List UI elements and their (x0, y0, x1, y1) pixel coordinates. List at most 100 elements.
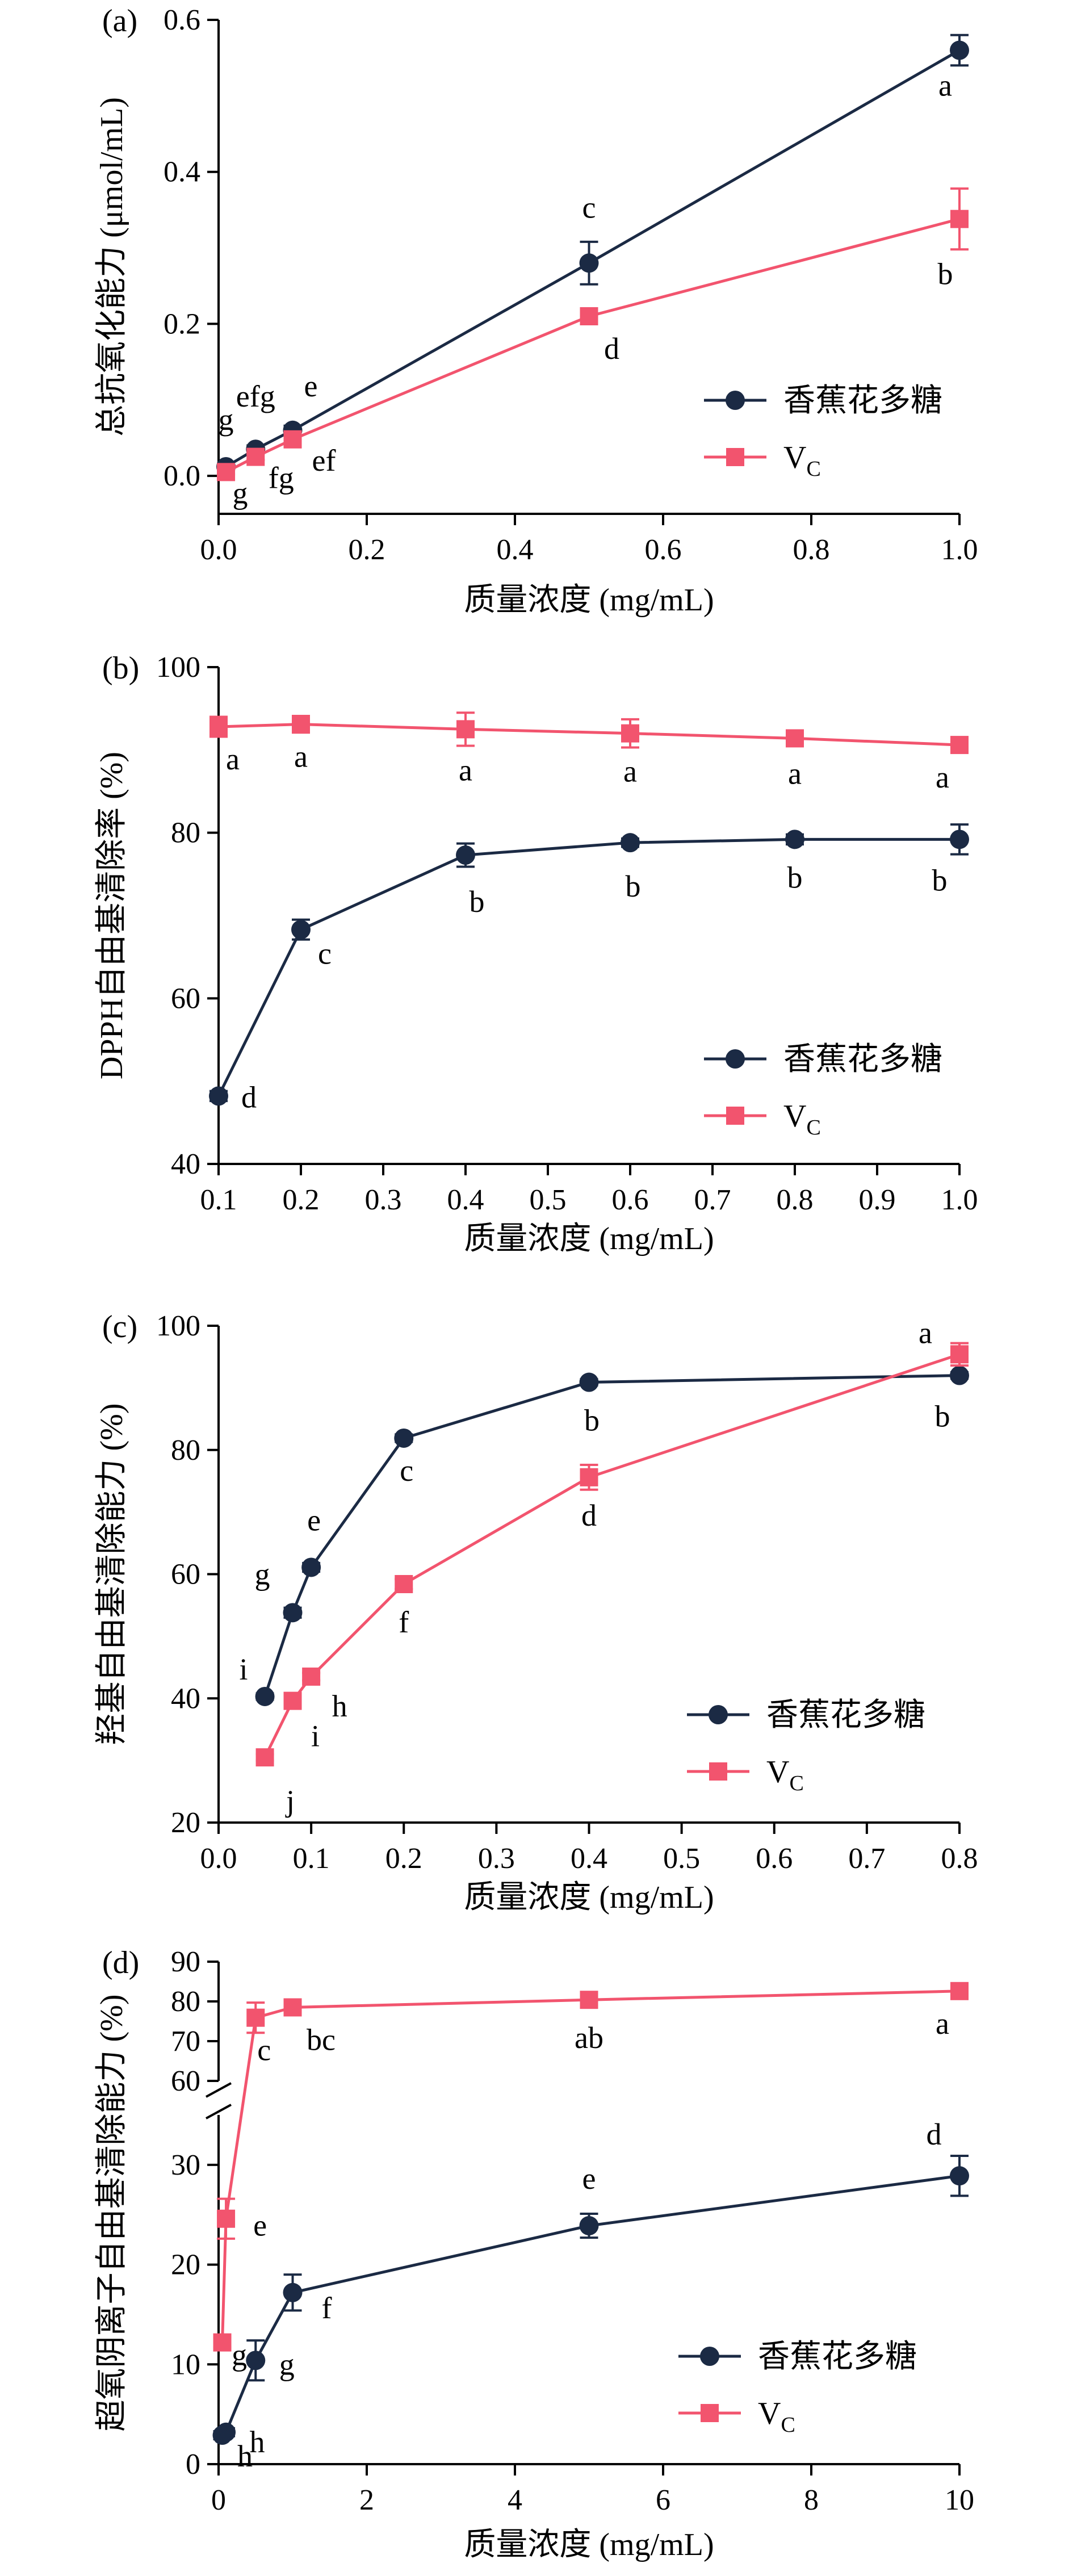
significance-letter: b (470, 885, 485, 919)
y-tick-label: 40 (171, 1148, 200, 1180)
significance-letter: a (788, 756, 802, 790)
legend-label: VC (758, 2396, 795, 2437)
legend-item: VC (687, 1754, 804, 1795)
panel-label: (b) (102, 651, 139, 686)
y-tick-label: 10 (171, 2348, 200, 2381)
y-tick-label: 80 (171, 817, 200, 849)
x-tick-label: 0.0 (200, 534, 237, 566)
legend-item: 香蕉花多糖 (704, 383, 942, 418)
y-axis-title: 总抗氧化能力 (μmol/mL) (94, 97, 129, 437)
significance-letter: fg (269, 461, 294, 495)
legend-item: 香蕉花多糖 (678, 2339, 917, 2374)
data-point-square (950, 736, 969, 755)
y-tick-label: 60 (171, 2065, 200, 2097)
y-tick-label: 20 (171, 2249, 200, 2281)
significance-letter: bc (307, 2023, 336, 2057)
data-point-circle (950, 2166, 969, 2186)
data-point-square (255, 1748, 274, 1767)
legend-marker-square (726, 1107, 744, 1125)
data-point-square (456, 720, 475, 739)
legend-label-text: 香蕉花多糖 (783, 1042, 942, 1077)
legend-label-subscript: C (806, 1116, 820, 1140)
legend-label-subscript: C (789, 1771, 803, 1795)
significance-letter: efg (236, 379, 275, 413)
legend-label: VC (766, 1754, 804, 1795)
legend-label: 香蕉花多糖 (783, 1042, 942, 1077)
significance-letter: e (253, 2209, 267, 2243)
significance-letter: g (233, 476, 248, 510)
legend-marker-circle (726, 1049, 745, 1069)
data-point-square (283, 1998, 302, 2017)
significance-letter: a (623, 755, 637, 789)
x-tick-label: 0.6 (612, 1184, 649, 1216)
significance-letter: h (250, 2425, 265, 2459)
chart-panel-b: 40 60 80 100 0.1 0.2 0.3 0.4 0.5 0.6 0.7 0.8 0.9 1.0 质… (94, 651, 978, 1256)
y-tick-label: 100 (156, 1310, 200, 1342)
significance-letter: i (311, 1719, 320, 1753)
data-point-circle (209, 1086, 228, 1106)
significance-letter: d (241, 1080, 257, 1114)
significance-letter: a (936, 760, 949, 794)
legend-item: 香蕉花多糖 (687, 1698, 925, 1733)
x-tick-label: 4 (508, 2484, 522, 2516)
legend-label: VC (783, 1099, 821, 1140)
data-point-square (246, 447, 265, 466)
legend: 香蕉花多糖 VC (678, 2339, 917, 2437)
chart-panel-a: 0.0 0.2 0.4 0.6 0.0 0.2 0.4 0.6 0.8 1.0 质量浓度 (mg/m… (94, 3, 978, 618)
data-point-circle (579, 2216, 599, 2236)
significance-letter: e (304, 369, 318, 403)
data-point-circle (456, 845, 475, 865)
x-tick-label: 0.7 (694, 1184, 731, 1216)
x-tick-label: 0.1 (200, 1184, 237, 1216)
chart-panel-c: 20 40 60 80 100 0.0 0.1 0.2 0.3 0.4 0.5 0.6 0.7 0.8 质量… (94, 1309, 978, 1915)
data-point-square (580, 307, 598, 325)
legend-marker-square (726, 448, 744, 466)
legend-label: VC (783, 440, 821, 481)
x-tick-label: 0.2 (349, 534, 385, 566)
y-tick-label: 70 (171, 2025, 200, 2058)
data-point-square (950, 1982, 969, 2000)
significance-letter: e (582, 2162, 596, 2196)
significance-letter: h (237, 2439, 253, 2473)
y-tick-label: 80 (171, 1986, 200, 2018)
y-axis-title: DPPH自由基清除率 (%) (94, 752, 129, 1079)
x-axis-title: 质量浓度 (mg/mL) (464, 2527, 714, 2562)
significance-letter: g (219, 403, 234, 437)
significance-letter: ef (312, 443, 336, 477)
x-tick-label: 0.6 (756, 1842, 793, 1875)
series-line (263, 1352, 960, 1758)
significance-letter: a (459, 753, 472, 787)
legend-marker-circle (726, 391, 745, 410)
y-tick-label: 0.2 (164, 308, 200, 340)
x-tick-label: 0.7 (848, 1842, 885, 1875)
data-point-circle (950, 40, 969, 60)
legend-label-text: V (783, 1099, 806, 1134)
x-tick-label: 1.0 (941, 534, 978, 566)
data-point-square (580, 1468, 598, 1486)
y-tick-label: 80 (171, 1434, 200, 1467)
significance-letter: ab (575, 2021, 603, 2055)
axis-break-mark (206, 2104, 232, 2120)
series-banana-flower-polysaccharide: i g e c b b (240, 1366, 969, 1706)
x-tick-label: 0.8 (793, 534, 830, 566)
significance-letter: h (332, 1689, 347, 1723)
y-axis-title: 羟基自由基清除能力 (%) (94, 1404, 129, 1745)
data-point-square (580, 1991, 598, 2009)
y-axis-title: 超氧阴离子自由基清除能力 (%) (94, 1995, 129, 2432)
legend-label: 香蕉花多糖 (783, 383, 942, 418)
significance-letter: a (226, 742, 240, 776)
data-point-circle (283, 1603, 303, 1623)
legend-item: 香蕉花多糖 (704, 1042, 942, 1077)
x-tick-label: 8 (804, 2484, 819, 2516)
series-vitamin-c: g e c bc ab a (213, 1982, 969, 2372)
significance-letter: c (400, 1454, 413, 1488)
data-point-circle (579, 1372, 599, 1392)
chart-panel-d: 60 70 80 90 0 10 20 30 0 2 4 6 8 10 质量浓度 (mg/mL) 超氧阴离子自… (94, 1945, 974, 2562)
x-tick-label: 0.1 (293, 1842, 330, 1875)
data-point-circle (394, 1428, 414, 1448)
data-point-circle (255, 1686, 275, 1706)
significance-letter: f (399, 1605, 409, 1639)
significance-letter: d (581, 1498, 597, 1532)
